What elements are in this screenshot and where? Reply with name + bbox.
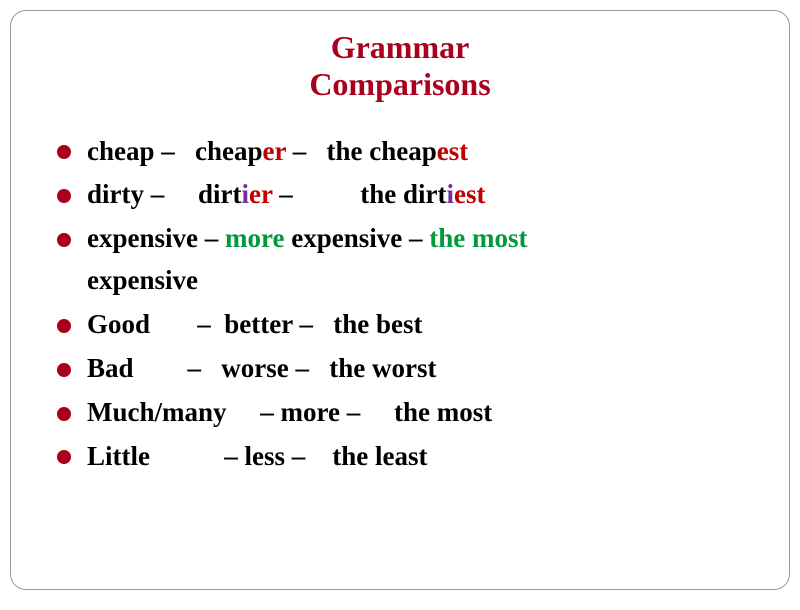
list-item: Much/many – more – the most [57, 392, 749, 434]
dash: – [273, 179, 361, 209]
bullet-list: cheap – cheaper – the cheapest dirty – d… [51, 131, 749, 478]
the: the [360, 179, 403, 209]
title-line-1: Grammar [331, 29, 470, 65]
list-item: Bad – worse – the worst [57, 348, 749, 390]
list-item: expensive – more expensive – the most ex… [57, 218, 749, 302]
list-item: Good – better – the best [57, 304, 749, 346]
the-most: the most [429, 223, 527, 253]
title-line-2: Comparisons [309, 66, 490, 102]
row-text: Much/many – more – the most [87, 397, 492, 427]
sup-suffix: est [437, 136, 468, 166]
dash: – [198, 223, 225, 253]
comp-suffix: er [263, 136, 286, 166]
comp-stem: cheap [195, 136, 263, 166]
sup-stem: dirt [403, 179, 447, 209]
comp-word: expensive [291, 223, 402, 253]
base-word: dirty [87, 179, 144, 209]
more-word: more [225, 223, 284, 253]
base-word: expensive [87, 223, 198, 253]
slide-card: Grammar Comparisons cheap – cheaper – th… [10, 10, 790, 590]
sup-suffix: est [454, 179, 485, 209]
wrapped-word: expensive [87, 260, 749, 302]
sup-i: i [447, 179, 455, 209]
slide-title: Grammar Comparisons [51, 29, 749, 103]
dash: – [144, 179, 198, 209]
dash: – [155, 136, 196, 166]
comp-suffix: er [249, 179, 272, 209]
sup-stem: cheap [369, 136, 437, 166]
base-word: cheap [87, 136, 155, 166]
row-text: Good – better – the best [87, 309, 422, 339]
list-item: dirty – dirtier – the dirtiest [57, 174, 749, 216]
list-item: cheap – cheaper – the cheapest [57, 131, 749, 173]
list-item: Little – less – the least [57, 436, 749, 478]
comp-i: i [242, 179, 250, 209]
row-text: Bad – worse – the worst [87, 353, 436, 383]
comp-stem: dirt [198, 179, 242, 209]
dash: – [402, 223, 429, 253]
the: the [326, 136, 369, 166]
dash: – [286, 136, 327, 166]
row-text: Little – less – the least [87, 441, 427, 471]
